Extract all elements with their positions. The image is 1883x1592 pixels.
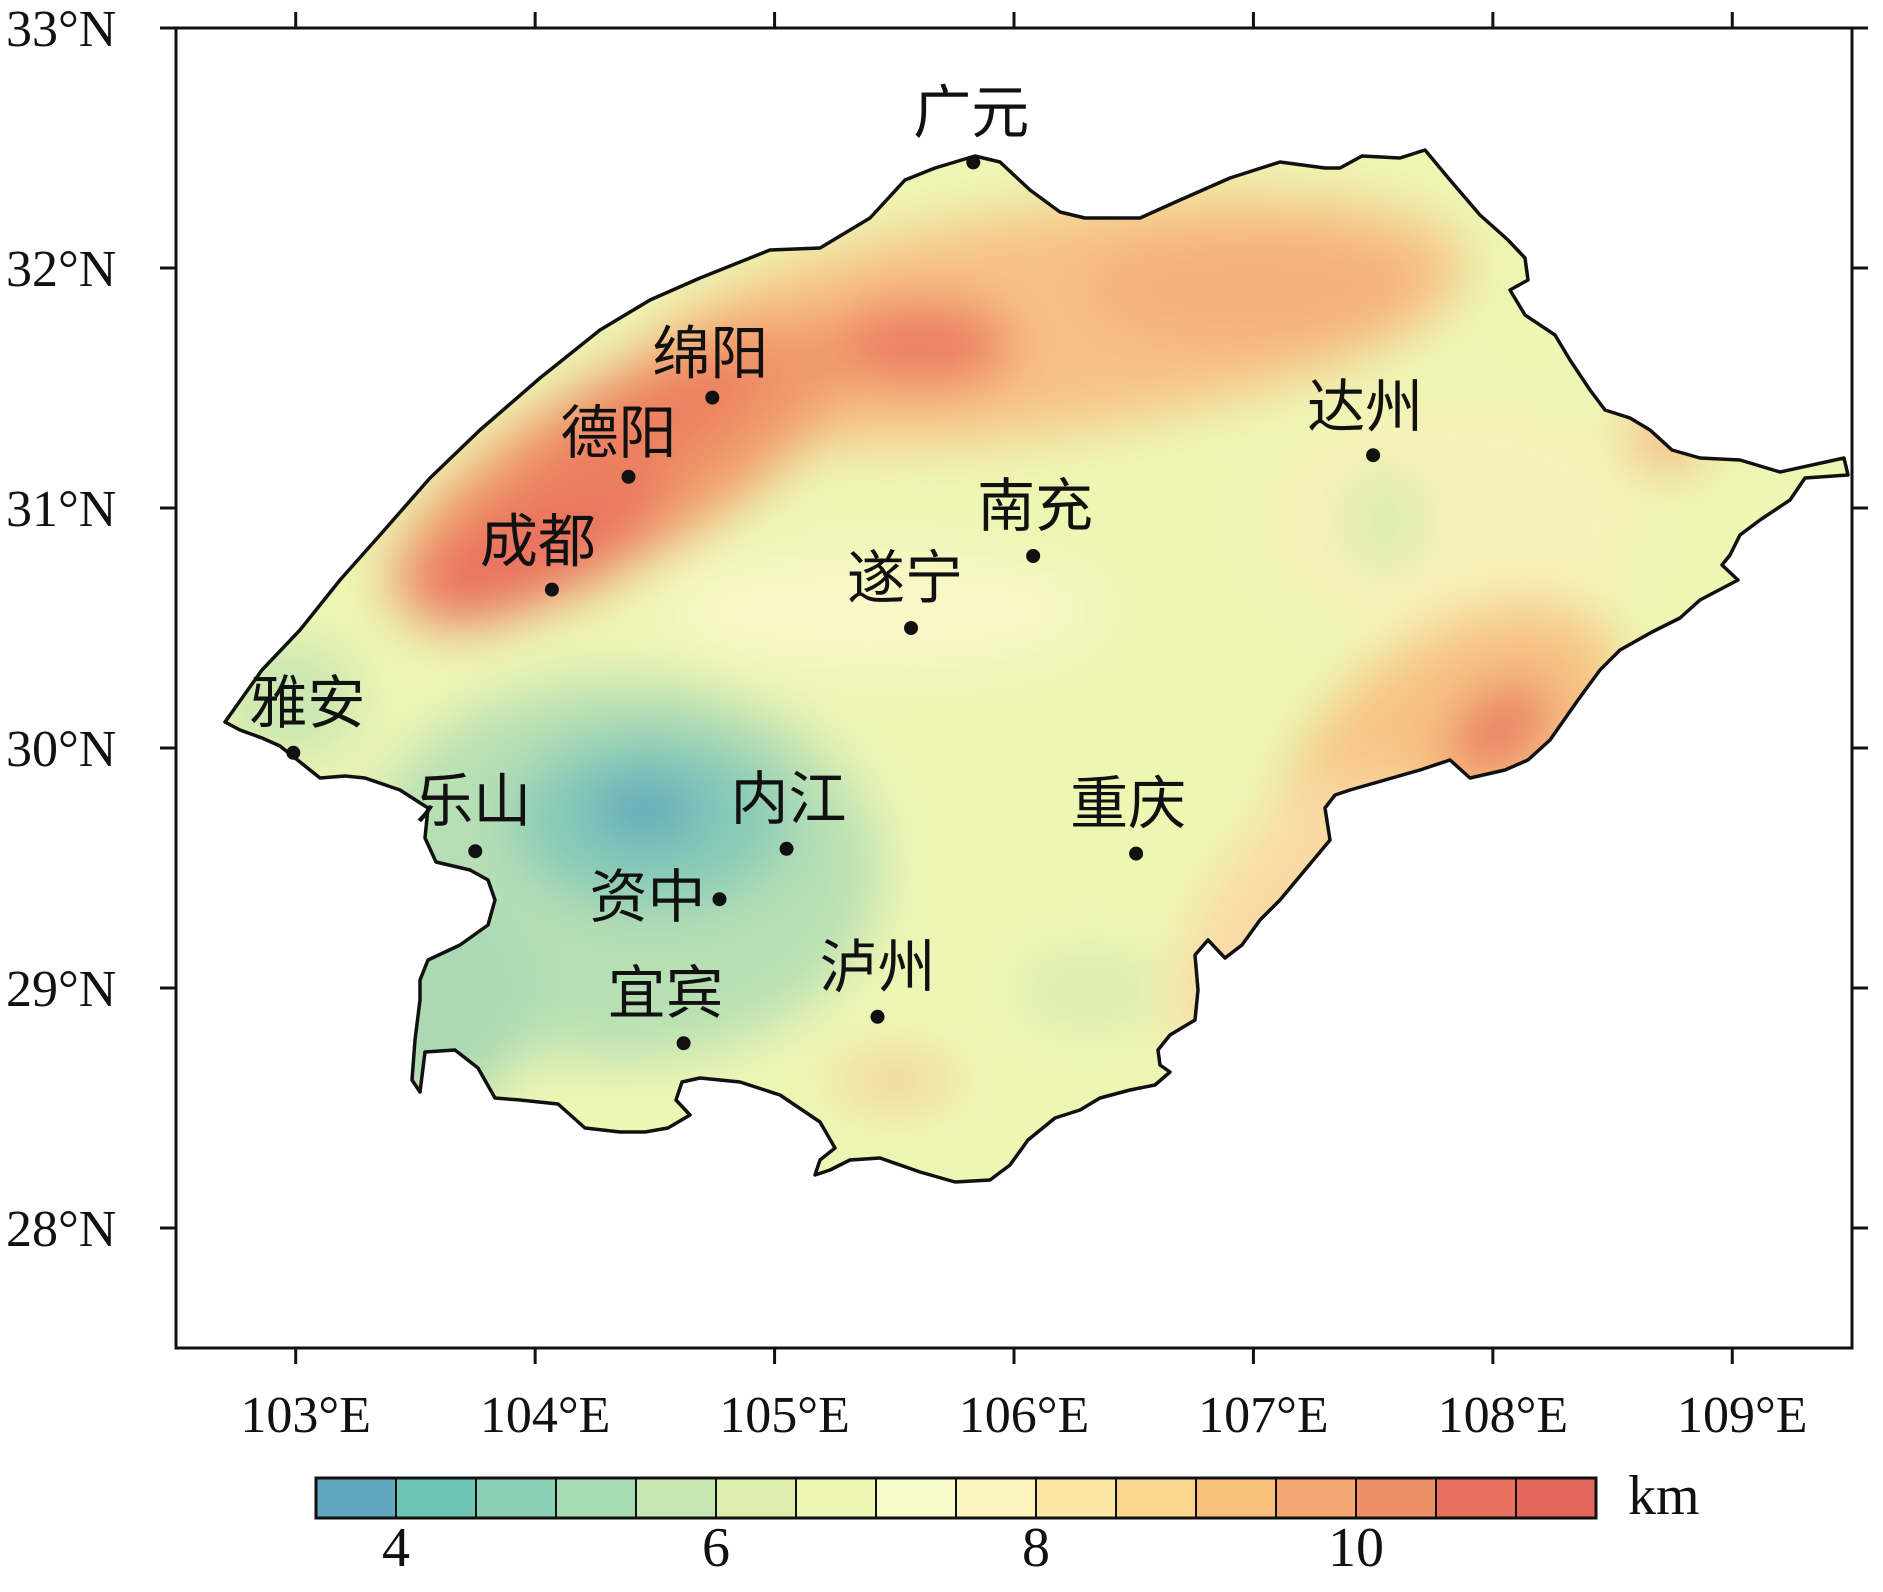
colorbar-swatch [875, 1477, 957, 1519]
lon-tick-label: 105°E [719, 1387, 850, 1444]
city-dot [621, 469, 636, 484]
colorbar-swatch [1195, 1477, 1277, 1519]
colorbar-swatch [315, 1477, 397, 1519]
city-label: 遂宁 [847, 544, 963, 612]
city-dot [712, 892, 727, 907]
colorbar-swatch [1115, 1477, 1197, 1519]
field-blob-chengdu [415, 455, 665, 625]
city-dot [544, 582, 559, 597]
colorbar-swatch [635, 1477, 717, 1519]
colorbar-swatch [475, 1477, 557, 1519]
colorbar-tick-label: 6 [702, 1517, 730, 1579]
lat-tick-label: 33°N [6, 1, 116, 58]
colorbar-swatch [555, 1477, 637, 1519]
field-blob-east-yellow [1260, 400, 1640, 640]
colorbar-swatch [715, 1477, 797, 1519]
colorbar-swatch [955, 1477, 1037, 1519]
field-blob-southeast-red [1447, 680, 1553, 780]
axis-tick-labels: 103°E 104°E 105°E 106°E 107°E 108°E 109°E 28°N 2… [6, 1, 1808, 1444]
city-dot [705, 390, 720, 405]
field-blob-northeast-spot [1625, 410, 1705, 470]
city-label: 重庆 [1070, 770, 1186, 838]
lat-tick-label: 32°N [6, 241, 116, 298]
height-field [225, 150, 1848, 1182]
city-dot [468, 844, 483, 859]
colorbar-swatch [1515, 1477, 1597, 1519]
colorbar-swatch [1035, 1477, 1117, 1519]
field-blob-central-pale [660, 550, 1100, 670]
colorbar-swatch [1435, 1477, 1517, 1519]
city-label: 成都 [480, 508, 596, 576]
axis-ticks [160, 12, 1868, 1364]
city-dot [1129, 846, 1144, 861]
city-dot [870, 1009, 885, 1024]
colorbar-tick-label: 8 [1022, 1517, 1050, 1579]
lat-tick-label: 31°N [6, 481, 116, 538]
lat-tick-label: 29°N [6, 961, 116, 1018]
city-dot [1366, 448, 1381, 463]
field-blob-north-east [1080, 230, 1420, 350]
lon-tick-label: 106°E [959, 1387, 1090, 1444]
city-label: 绵阳 [652, 320, 768, 388]
city-label: 内江 [731, 765, 847, 833]
colorbar-frame [314, 1476, 1598, 1520]
lon-tick-label: 103°E [240, 1387, 371, 1444]
city-dot [779, 841, 794, 856]
city-label: 宜宾 [608, 959, 724, 1027]
lon-tick-label: 108°E [1438, 1387, 1569, 1444]
city-dot [676, 1036, 691, 1051]
city-label: 达州 [1307, 373, 1423, 441]
colorbar-swatch [795, 1477, 877, 1519]
lon-tick-label: 107°E [1198, 1387, 1329, 1444]
field-blob-north-center [825, 300, 1015, 390]
colorbar-swatch [1275, 1477, 1357, 1519]
city-label: 雅安 [249, 669, 365, 737]
city-dot [1026, 549, 1041, 563]
colorbar-tick-label: 4 [382, 1517, 410, 1579]
field-blob-east-green [1345, 470, 1425, 570]
city-label: 德阳 [561, 399, 677, 467]
city-label: 乐山 [415, 767, 531, 835]
city-dot [966, 155, 981, 170]
city-dot [286, 745, 301, 760]
field-blob-west-green [350, 890, 530, 1110]
lat-tick-label: 30°N [6, 721, 116, 778]
city-dot [904, 621, 919, 635]
city-label: 广元 [913, 78, 1029, 146]
city-label: 南充 [977, 472, 1093, 540]
colorbar: 4 6 8 10 [314, 1476, 1598, 1579]
lon-tick-label: 109°E [1677, 1387, 1808, 1444]
field-blob-south-orange [835, 1062, 955, 1098]
field-blob-deyang [516, 349, 764, 511]
field-blob-south-green [1020, 955, 1160, 1025]
colorbar-swatch [395, 1477, 477, 1519]
basin-outline [223, 148, 1850, 1184]
lat-tick-label: 28°N [6, 1201, 116, 1258]
lon-tick-label: 104°E [480, 1387, 611, 1444]
colorbar-unit: km [1628, 1465, 1700, 1527]
colorbar-swatch [1355, 1477, 1437, 1519]
city-label: 泸州 [820, 933, 936, 1001]
city-label: 资中 [590, 863, 706, 931]
field-blob-southwest-blue [590, 780, 700, 840]
colorbar-tick-label: 10 [1328, 1517, 1384, 1579]
